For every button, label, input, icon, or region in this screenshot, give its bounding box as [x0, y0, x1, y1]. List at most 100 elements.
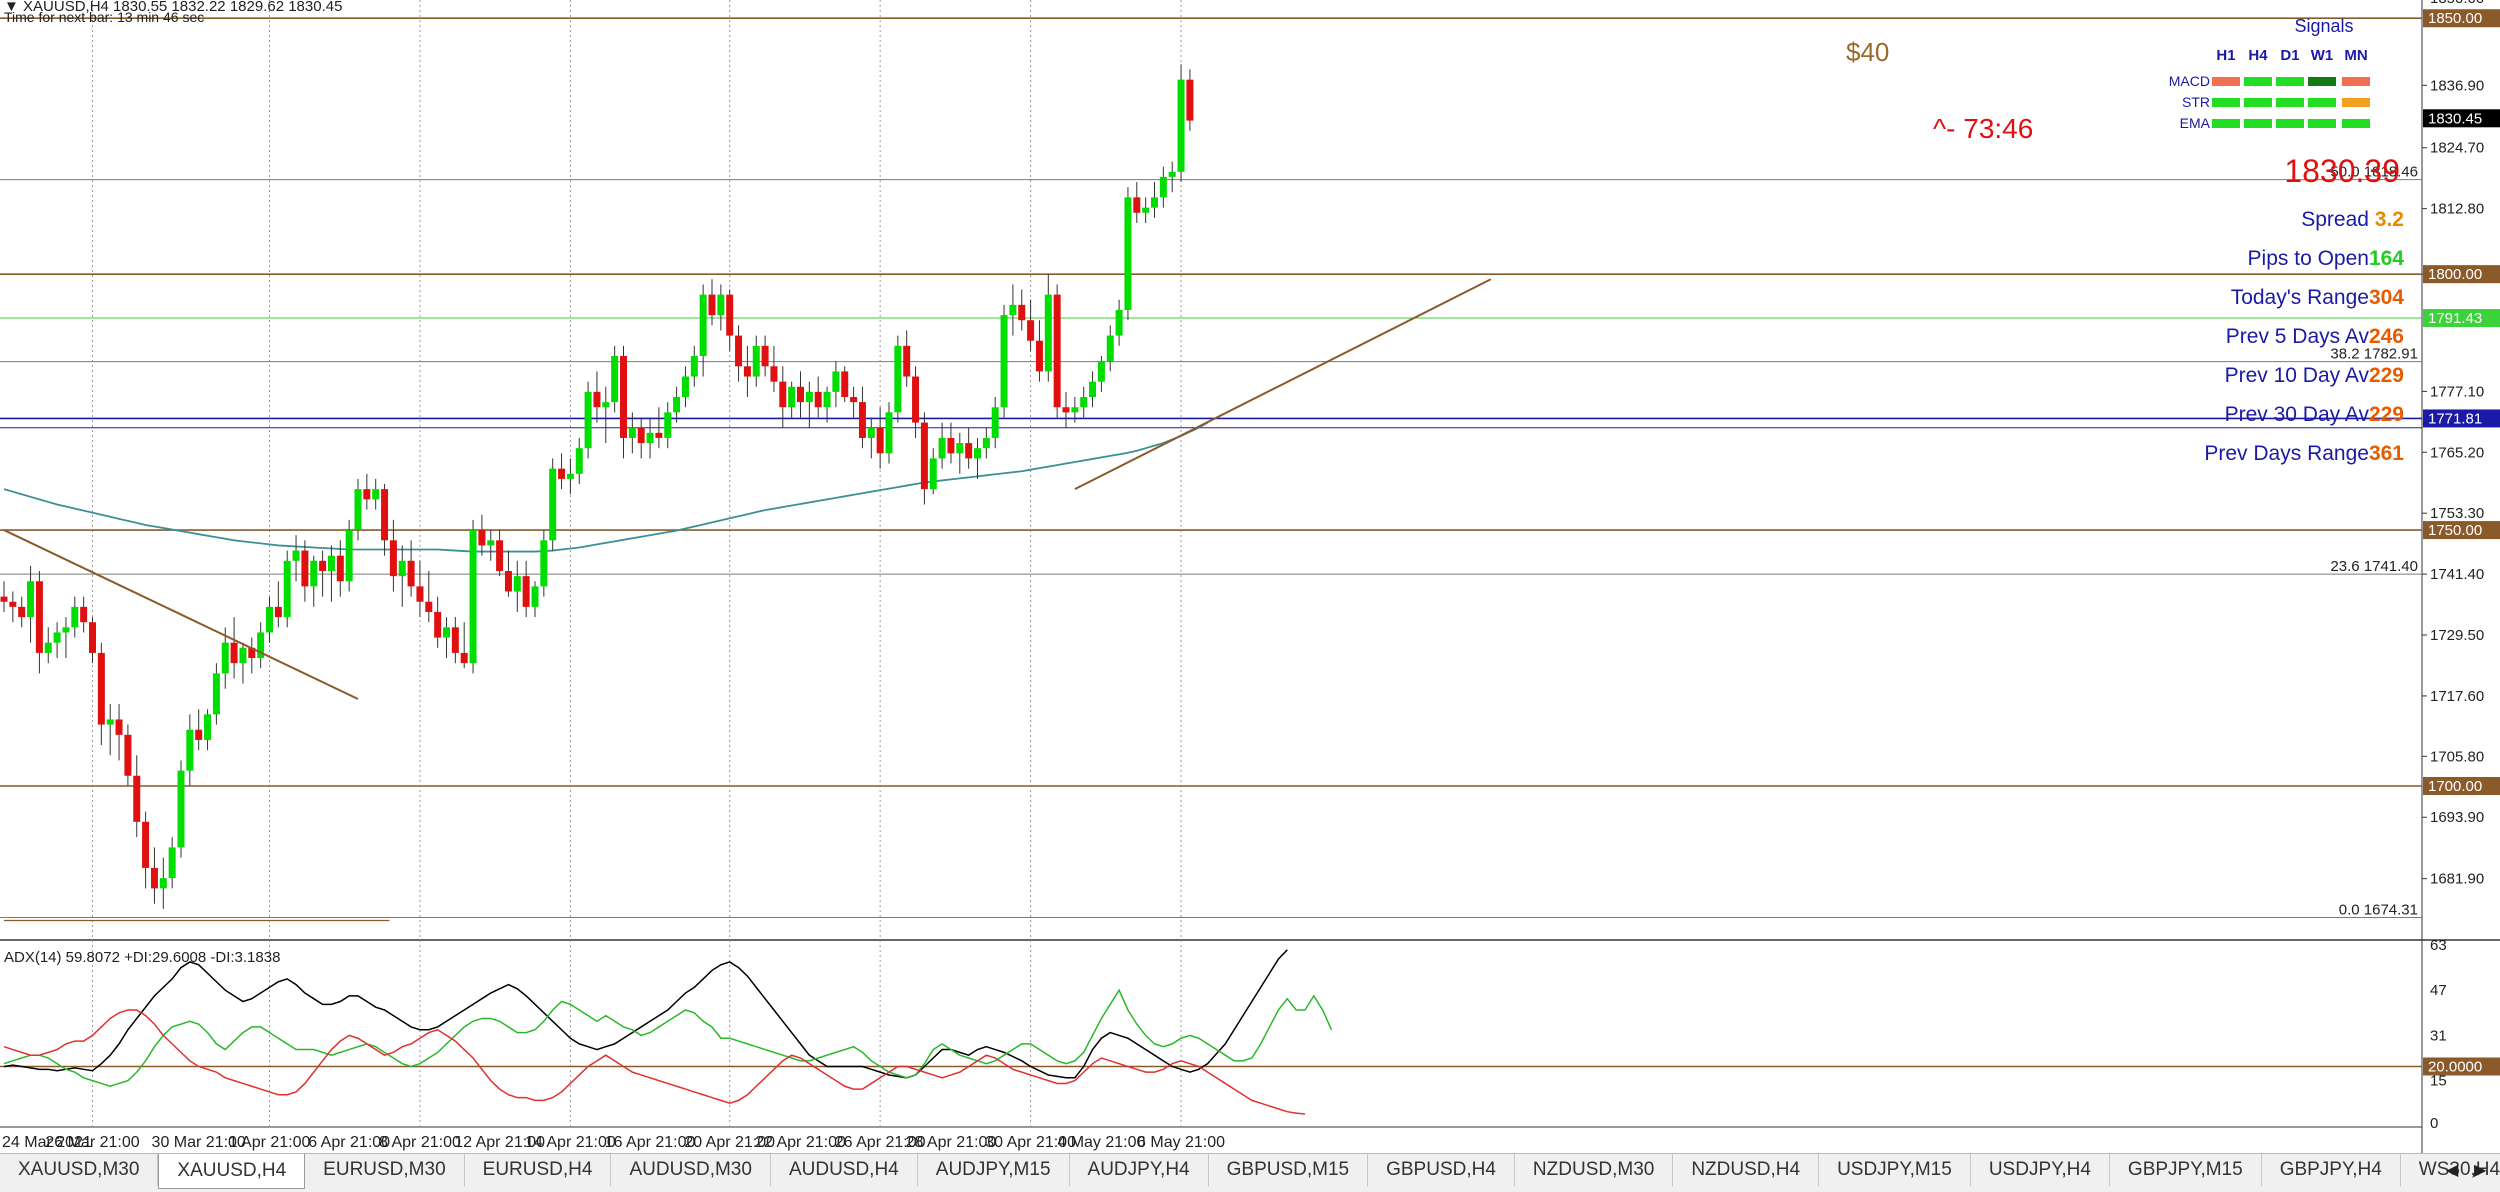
candle-bear [274, 606, 282, 618]
time-tick-label: 14 Apr 21:00 [525, 1134, 616, 1151]
adx-tick-label: 15 [2430, 1073, 2447, 1090]
chart-area[interactable]: 50.0 1818.46 38.2 1782.91 23.6 1741.40 0.0 … [0, 0, 2500, 1153]
signal-indicator-cell [2342, 77, 2370, 86]
candle-bear [478, 530, 486, 546]
candle-bull [575, 448, 583, 474]
stat-label: Today's Range [2231, 286, 2369, 309]
time-tick-label: 20 Apr 21:00 [684, 1134, 775, 1151]
chart-tab[interactable]: AUDUSD,H4 [771, 1154, 918, 1186]
candle-bear [1186, 79, 1194, 121]
chart-tab[interactable]: USDJPY,H4 [1971, 1154, 2110, 1186]
price-tick-label: 1681.90 [2430, 871, 2484, 888]
price-level-box-label: 1750.00 [2428, 522, 2482, 539]
stat-value: 229 [2369, 403, 2404, 426]
chart-tab[interactable]: AUDJPY,M15 [918, 1154, 1070, 1186]
chart-tab[interactable]: NZDUSD,H4 [1673, 1154, 1820, 1186]
chart-tab[interactable]: EURUSD,H4 [465, 1154, 612, 1186]
chart-tab[interactable]: AUDJPY,H4 [1070, 1154, 1209, 1186]
chart-tab[interactable]: XAUUSD,H4 [158, 1154, 306, 1189]
candle-bull [1106, 335, 1114, 362]
candle-bear [655, 432, 663, 438]
stat-row: Pips to Open164 [2248, 247, 2405, 270]
chart-tab[interactable]: GBPJPY,M15 [2110, 1154, 2262, 1186]
chart-tab[interactable]: EURUSD,M30 [305, 1154, 465, 1186]
profit-label: $40 [1846, 37, 1889, 67]
candle-bull [1159, 176, 1167, 198]
stat-value: 246 [2369, 325, 2404, 348]
candle-bear [460, 652, 468, 664]
signals-row-label: STR [2182, 94, 2210, 110]
tab-scroll-left-icon[interactable]: ◀ [2446, 1162, 2459, 1179]
candle-bear [1053, 294, 1061, 408]
signal-indicator-cell [2342, 98, 2370, 107]
candle-bull [310, 560, 318, 587]
candle-bear [726, 294, 734, 336]
price-level-box-label: 1850.00 [2428, 10, 2482, 27]
candle-bear [761, 345, 769, 367]
candle-bull [752, 345, 760, 377]
candle-bull [611, 356, 619, 403]
candle-bear [0, 596, 8, 602]
signals-timeframe-label: MN [2344, 47, 2367, 64]
time-tick-label: 6 May 21:00 [1137, 1134, 1225, 1151]
fib-level-label: 38.2 1782.91 [2330, 346, 2418, 363]
adx-series-di-line [3, 1009, 1306, 1115]
candle-bull [1097, 361, 1105, 382]
chart-tab[interactable]: GBPUSD,M15 [1209, 1154, 1369, 1186]
candle-bear [920, 422, 928, 490]
chart-tab[interactable]: USDJPY,M15 [1819, 1154, 1971, 1186]
candle-bear [97, 652, 105, 725]
candle-bull [566, 473, 574, 479]
candle-bull [398, 560, 406, 577]
candle-bull [867, 427, 875, 438]
candle-bull [221, 642, 229, 674]
candle-bull [1177, 79, 1185, 172]
time-tick-label: 26 Apr 21:00 [835, 1134, 926, 1151]
signal-indicator-cell [2308, 77, 2336, 86]
candle-bull [487, 540, 495, 546]
signal-indicator-cell [2212, 119, 2240, 128]
stat-label: Spread [2301, 208, 2375, 231]
candle-bull [673, 397, 681, 413]
candle-bull [1168, 171, 1176, 177]
chart-tab[interactable]: WS30,H4 [2401, 1154, 2500, 1186]
chart-tab[interactable]: XAUUSD,M30 [0, 1154, 159, 1186]
candle-bull [681, 376, 689, 398]
chart-tab[interactable]: GBPUSD,H4 [1368, 1154, 1515, 1186]
tab-scroll-right-icon[interactable]: ▶ [2474, 1162, 2487, 1179]
adx-tick-label: 0 [2430, 1115, 2438, 1132]
candle-bull [1124, 197, 1132, 310]
chart-tab[interactable]: NZDUSD,M30 [1515, 1154, 1674, 1186]
candle-bear [708, 294, 716, 316]
chart-tab[interactable]: AUDUSD,M30 [611, 1154, 771, 1186]
price-level-box-label: 1791.43 [2428, 310, 2482, 327]
candle-bull [257, 632, 265, 659]
candle-bear [319, 560, 327, 572]
candle-bear [1035, 340, 1043, 372]
stat-label: Pips to Open [2248, 247, 2369, 270]
price-level-box [2423, 309, 2500, 328]
signal-indicator-cell [2276, 77, 2304, 86]
current-price-label: 1830.39 [2284, 153, 2400, 189]
price-level-box-label: 1771.81 [2428, 410, 2482, 427]
candle-bull [62, 627, 70, 633]
trendline [3, 529, 359, 700]
countdown-label: ^- 73:46 [1933, 113, 2033, 144]
signal-indicator-cell [2308, 119, 2336, 128]
chart-tab[interactable]: GBPJPY,H4 [2262, 1154, 2401, 1186]
candle-bull [44, 642, 52, 653]
candle-bear [80, 606, 88, 623]
time-tick-label: 4 May 21:00 [1057, 1134, 1145, 1151]
candle-bull [974, 448, 981, 459]
candle-bear [89, 622, 96, 653]
candle-bear [965, 443, 973, 459]
candle-bear [770, 366, 778, 382]
candle-bull [717, 294, 725, 316]
signal-indicator-cell [2342, 119, 2370, 128]
candle-bear [496, 540, 504, 572]
price-tick-label: 1741.40 [2430, 566, 2484, 583]
candle-bull [239, 647, 247, 664]
candle-bull [186, 729, 194, 771]
candle-bear [336, 555, 344, 582]
candle-bull [540, 540, 548, 587]
